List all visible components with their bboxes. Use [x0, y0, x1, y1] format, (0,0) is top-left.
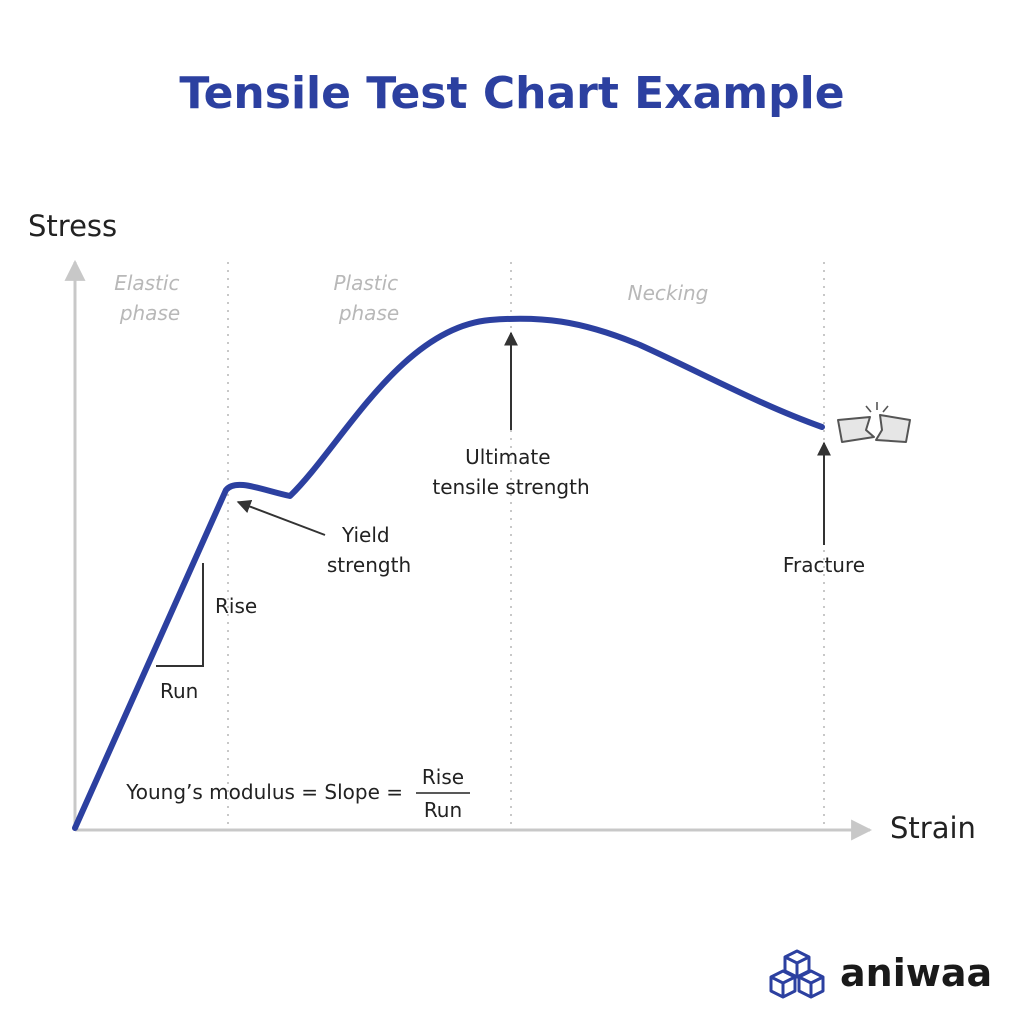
formula-denominator: Run [424, 798, 462, 822]
rise-label: Rise [215, 594, 257, 618]
stress-strain-curve [72, 315, 825, 831]
brand-name: aniwaa [840, 951, 992, 995]
yield-arrow [236, 499, 326, 536]
ultimate-strength-label: Ultimate tensile strength [432, 445, 589, 499]
page-title: Tensile Test Chart Example [179, 68, 844, 119]
y-axis-label: Stress [28, 209, 117, 243]
broken-specimen-icon [837, 402, 911, 443]
cubes-logo-icon [769, 949, 825, 999]
x-axis-label: Strain [890, 811, 976, 845]
phase-label-plastic: Plastic phase [333, 271, 404, 325]
slope-bracket [156, 563, 204, 667]
phase-label-necking: Necking [628, 281, 709, 305]
run-label: Run [160, 679, 198, 703]
fracture-label: Fracture [783, 553, 865, 577]
phase-label-elastic: Elastic phase [114, 271, 186, 325]
formula-lhs: Young’s modulus = Slope = [125, 780, 403, 804]
yield-strength-label: Yield strength [327, 523, 411, 577]
formula-numerator: Rise [422, 765, 464, 789]
